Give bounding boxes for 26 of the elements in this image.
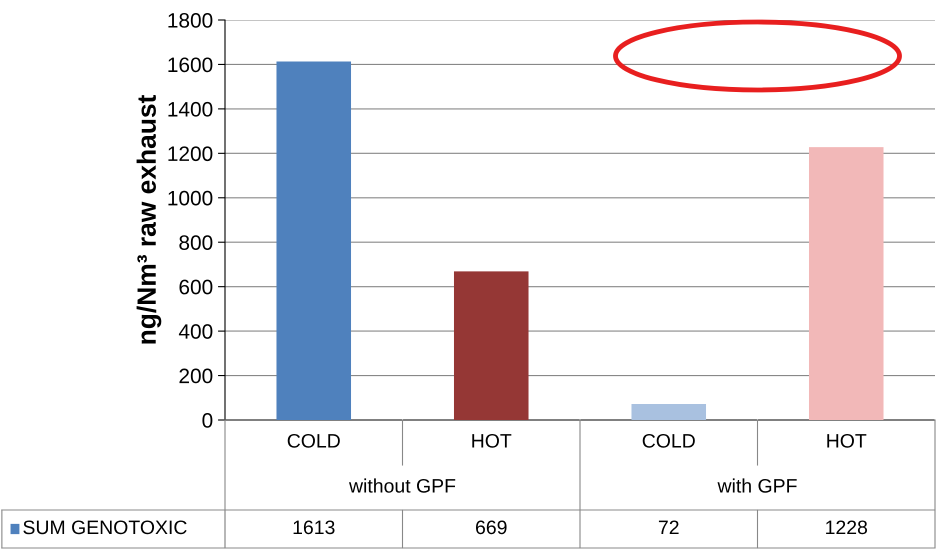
y-tick-label: 1000 (168, 190, 212, 206)
x-tick-label: HOT (472, 434, 512, 448)
data-label: 669 (476, 520, 507, 534)
y-tick-label: 1200 (168, 146, 212, 162)
y-tick-label: 400 (178, 324, 212, 339)
data-label: 1228 (826, 520, 868, 534)
x-tick-label: HOT (827, 434, 866, 448)
bar (808, 147, 884, 420)
y-tick-label: 200 (179, 368, 212, 384)
data-label: 1613 (294, 520, 335, 534)
data-label: 72 (658, 520, 679, 534)
x-tick-label: COLD (642, 434, 695, 448)
y-tick-label: 1600 (168, 57, 212, 72)
text: without GPF (348, 478, 456, 493)
y-axis-title: ng/Nm³ raw exhaust (136, 94, 162, 344)
bar (454, 271, 529, 420)
legend-label: SUM GENOTOXIC (23, 520, 187, 534)
y-tick-label: 0 (202, 413, 212, 428)
text: with GPF (718, 478, 797, 493)
y-tick-label: 800 (179, 235, 212, 250)
y-tick-label: 1400 (168, 102, 212, 117)
x-tick-label: COLD (288, 434, 340, 448)
y-tick-label: 600 (179, 280, 212, 294)
bar (631, 404, 706, 420)
bar (276, 62, 352, 420)
y-tick-label: 1800 (168, 13, 212, 28)
